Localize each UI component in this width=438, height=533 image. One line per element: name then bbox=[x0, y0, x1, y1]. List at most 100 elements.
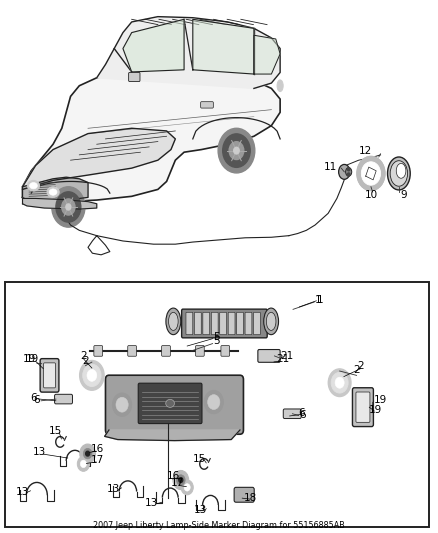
FancyBboxPatch shape bbox=[211, 312, 218, 335]
Circle shape bbox=[62, 199, 75, 215]
Circle shape bbox=[223, 134, 250, 167]
Text: 15: 15 bbox=[193, 454, 206, 464]
FancyBboxPatch shape bbox=[106, 375, 244, 434]
Text: 17: 17 bbox=[171, 479, 184, 488]
Text: 6: 6 bbox=[298, 408, 305, 418]
Circle shape bbox=[218, 128, 255, 173]
Ellipse shape bbox=[277, 80, 283, 92]
Ellipse shape bbox=[346, 167, 352, 176]
FancyBboxPatch shape bbox=[245, 312, 252, 335]
Text: 12: 12 bbox=[359, 146, 372, 156]
Ellipse shape bbox=[29, 182, 37, 189]
Ellipse shape bbox=[166, 308, 181, 335]
Ellipse shape bbox=[166, 399, 174, 407]
Text: 19: 19 bbox=[374, 395, 387, 405]
FancyBboxPatch shape bbox=[55, 394, 72, 404]
Circle shape bbox=[80, 460, 86, 467]
Circle shape bbox=[87, 369, 97, 381]
Ellipse shape bbox=[49, 189, 57, 195]
Text: 2: 2 bbox=[82, 356, 89, 366]
Circle shape bbox=[52, 187, 85, 227]
Text: 16: 16 bbox=[91, 444, 104, 454]
FancyBboxPatch shape bbox=[186, 312, 193, 335]
FancyBboxPatch shape bbox=[128, 345, 137, 356]
FancyBboxPatch shape bbox=[258, 350, 280, 362]
FancyBboxPatch shape bbox=[194, 312, 201, 335]
Circle shape bbox=[331, 373, 348, 393]
Polygon shape bbox=[193, 19, 254, 74]
Polygon shape bbox=[22, 198, 97, 209]
FancyBboxPatch shape bbox=[228, 312, 235, 335]
Text: 18: 18 bbox=[244, 492, 257, 503]
Circle shape bbox=[181, 480, 193, 495]
Bar bbox=[5, 282, 428, 527]
Ellipse shape bbox=[396, 164, 406, 178]
Text: 10: 10 bbox=[364, 190, 378, 200]
Circle shape bbox=[208, 394, 220, 409]
Text: 5: 5 bbox=[213, 336, 220, 346]
Text: 19: 19 bbox=[369, 405, 382, 415]
Text: 2007 Jeep Liberty Lamp-Side Marker Diagram for 55156885AB: 2007 Jeep Liberty Lamp-Side Marker Diagr… bbox=[93, 521, 345, 530]
Text: 6: 6 bbox=[34, 395, 40, 405]
Text: 2: 2 bbox=[80, 351, 87, 361]
Circle shape bbox=[184, 483, 190, 491]
FancyBboxPatch shape bbox=[283, 409, 301, 418]
Circle shape bbox=[328, 369, 351, 397]
Circle shape bbox=[177, 475, 185, 486]
FancyBboxPatch shape bbox=[40, 359, 59, 392]
Text: 1: 1 bbox=[317, 295, 324, 304]
Ellipse shape bbox=[169, 312, 178, 330]
FancyBboxPatch shape bbox=[221, 345, 230, 356]
Circle shape bbox=[83, 364, 101, 386]
FancyBboxPatch shape bbox=[94, 345, 102, 356]
Polygon shape bbox=[254, 35, 280, 74]
Circle shape bbox=[80, 444, 95, 463]
Text: 6: 6 bbox=[300, 409, 306, 419]
Text: 21: 21 bbox=[280, 351, 293, 361]
Text: 9: 9 bbox=[401, 190, 407, 200]
Text: 13: 13 bbox=[15, 487, 28, 497]
Circle shape bbox=[179, 478, 183, 482]
Text: 13: 13 bbox=[106, 484, 120, 494]
Circle shape bbox=[347, 167, 350, 171]
Polygon shape bbox=[22, 177, 88, 201]
Circle shape bbox=[56, 192, 81, 222]
Circle shape bbox=[347, 173, 350, 176]
FancyBboxPatch shape bbox=[254, 312, 260, 335]
Ellipse shape bbox=[27, 180, 39, 191]
FancyBboxPatch shape bbox=[353, 388, 374, 426]
Circle shape bbox=[80, 360, 104, 390]
Circle shape bbox=[335, 377, 344, 388]
Ellipse shape bbox=[47, 187, 59, 197]
Text: 13: 13 bbox=[194, 505, 207, 515]
FancyBboxPatch shape bbox=[195, 345, 204, 356]
Circle shape bbox=[361, 162, 381, 185]
FancyBboxPatch shape bbox=[356, 392, 370, 422]
FancyBboxPatch shape bbox=[201, 102, 213, 108]
Text: 15: 15 bbox=[49, 426, 62, 436]
Circle shape bbox=[116, 397, 128, 412]
Circle shape bbox=[77, 456, 89, 471]
Circle shape bbox=[357, 157, 385, 190]
FancyBboxPatch shape bbox=[203, 312, 210, 335]
FancyBboxPatch shape bbox=[220, 312, 226, 335]
Polygon shape bbox=[97, 17, 280, 88]
Text: 17: 17 bbox=[91, 456, 104, 465]
FancyBboxPatch shape bbox=[44, 363, 56, 388]
Ellipse shape bbox=[264, 308, 279, 335]
Polygon shape bbox=[123, 19, 184, 72]
Circle shape bbox=[234, 147, 239, 154]
FancyBboxPatch shape bbox=[162, 345, 170, 356]
FancyBboxPatch shape bbox=[237, 312, 244, 335]
Text: 21: 21 bbox=[276, 354, 289, 365]
Text: 2: 2 bbox=[353, 366, 360, 375]
Circle shape bbox=[204, 390, 223, 414]
Text: 16: 16 bbox=[167, 471, 180, 481]
Circle shape bbox=[113, 393, 132, 416]
Text: 11: 11 bbox=[324, 161, 337, 172]
FancyBboxPatch shape bbox=[138, 383, 202, 424]
Text: 1: 1 bbox=[315, 295, 322, 304]
FancyBboxPatch shape bbox=[182, 309, 267, 338]
Ellipse shape bbox=[266, 312, 276, 330]
Ellipse shape bbox=[388, 157, 410, 190]
